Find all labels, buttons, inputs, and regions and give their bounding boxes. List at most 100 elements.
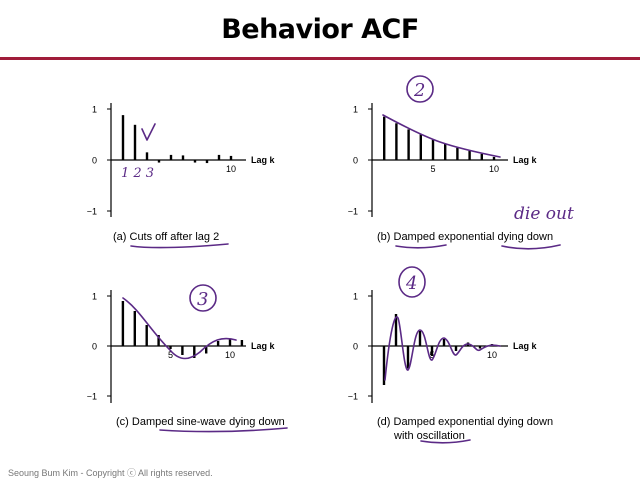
x-axis-label-a: Lag k	[251, 155, 276, 165]
pen-number-3: 3	[197, 289, 208, 310]
acf-bar-d-lag6	[442, 339, 446, 346]
pen-underline-c	[159, 427, 288, 433]
acf-bar-a-lag3	[145, 152, 149, 160]
x-tick-label-a-0: 10	[226, 164, 236, 174]
x-tick-label-b-1: 10	[489, 164, 499, 174]
caption-label-c: (c)	[116, 416, 132, 428]
acf-bar-d-lag5	[430, 346, 434, 356]
x-tick-label-c-0: 5	[168, 350, 173, 360]
x-axis-label-d: Lag k	[513, 341, 538, 351]
chart-caption-c: (c) Damped sine-wave dying down	[116, 416, 285, 428]
pen-underline-b1	[395, 244, 447, 249]
x-tick-label-d-1: 10	[487, 350, 497, 360]
slide-title: Behavior ACF	[221, 14, 419, 45]
pen-circle-3	[189, 284, 217, 312]
caption-text-d: Damped exponential dying down	[394, 416, 554, 428]
y-tick-label-a-0: 1	[92, 105, 97, 115]
x-axis-label-c: Lag k	[251, 341, 276, 351]
pen-circle-2	[406, 75, 434, 103]
pen-die-out: die out	[514, 204, 574, 224]
acf-bar-b-lag10	[492, 156, 496, 160]
acf-bar-d-lag2	[394, 314, 398, 346]
pen-number-2: 2	[413, 80, 425, 101]
caption-label-d: (d)	[377, 416, 394, 428]
chart-caption-b: (b) Damped exponential dying down	[377, 231, 553, 243]
caption-label-a: (a)	[113, 231, 130, 243]
x-tick-label-c-1: 10	[225, 350, 235, 360]
acf-bar-c-lag1	[121, 301, 125, 346]
acf-bar-d-lag1	[382, 346, 386, 385]
acf-bar-c-lag10	[228, 338, 232, 346]
acf-bar-a-lag2	[133, 124, 137, 160]
acf-bar-d-lag3	[406, 346, 410, 369]
acf-bar-c-lag5	[169, 346, 172, 349]
acf-bar-a-lag6	[181, 155, 185, 160]
y-tick-label-c-0: 1	[92, 292, 97, 302]
acf-bar-b-lag1	[383, 116, 386, 160]
pen-lag-numbers: 1 2 3	[121, 166, 154, 181]
acf-bar-c-lag2	[133, 311, 136, 346]
acf-bar-b-lag4	[419, 134, 422, 160]
y-tick-label-c-1: 0	[92, 342, 97, 352]
pen-decay-curve	[382, 114, 501, 158]
acf-bar-a-lag10	[229, 155, 233, 160]
acf-bar-a-lag8	[205, 160, 209, 164]
y-tick-label-c-2: −1	[87, 392, 97, 402]
acf-bar-c-lag7	[193, 346, 196, 358]
y-tick-label-b-1: 0	[353, 156, 358, 166]
acf-bar-c-lag9	[216, 341, 220, 346]
pen-circle-4	[398, 266, 426, 298]
acf-bar-a-lag9	[217, 154, 221, 160]
acf-bar-b-lag7	[456, 147, 459, 160]
caption-text-b: Damped exponential dying down	[394, 231, 554, 243]
y-tick-label-d-2: −1	[348, 392, 358, 402]
acf-bar-a-lag1	[121, 115, 125, 160]
acf-bar-a-lag5	[169, 154, 173, 160]
chart-caption-a: (a) Cuts off after lag 2	[113, 231, 219, 243]
caption-label-b: (b)	[377, 231, 394, 243]
pen-oscillation-curve	[384, 316, 501, 381]
pen-checkmark	[141, 123, 156, 141]
pen-underline-d	[420, 439, 471, 444]
pen-underline-a	[130, 243, 229, 249]
chart-caption-d: (d) Damped exponential dying down	[377, 416, 553, 428]
caption-text-c: Damped sine-wave dying down	[132, 416, 285, 428]
acf-bar-b-lag5	[431, 139, 435, 160]
caption-text-a: Cuts off after lag 2	[130, 231, 220, 243]
acf-bar-a-lag7	[193, 160, 197, 163]
acf-bar-b-lag9	[480, 153, 483, 160]
pen-number-4: 4	[405, 273, 417, 294]
x-tick-label-b-0: 5	[430, 164, 435, 174]
y-tick-label-b-2: −1	[348, 207, 358, 217]
pen-annotations	[122, 75, 561, 444]
pen-sine-curve	[122, 297, 237, 360]
y-tick-label-d-0: 1	[353, 292, 358, 302]
acf-bar-c-lag4	[157, 335, 160, 346]
y-tick-label-a-1: 0	[92, 156, 97, 166]
x-axis-label-b: Lag k	[513, 155, 538, 165]
title-divider	[0, 57, 640, 60]
chart-caption-line2-d: with oscillation	[393, 430, 465, 442]
acf-bar-c-lag6	[181, 346, 184, 355]
acf-bar-a-lag4	[157, 160, 161, 163]
copyright-footer: Seoung Bum Kim - Copyright ⓒ All rights …	[8, 468, 213, 478]
acf-bar-b-lag6	[444, 143, 447, 160]
acf-bar-b-lag8	[468, 150, 471, 160]
acf-bar-c-lag8	[205, 346, 208, 354]
acf-bar-d-lag9	[478, 346, 482, 349]
acf-bar-b-lag2	[395, 123, 398, 160]
acf-bar-b-lag3	[407, 129, 410, 160]
acf-bar-d-lag7	[454, 346, 458, 351]
pen-underline-b2	[501, 244, 561, 250]
y-tick-label-d-1: 0	[353, 342, 358, 352]
y-tick-label-a-2: −1	[87, 207, 97, 217]
y-tick-label-b-0: 1	[353, 105, 358, 115]
acf-bar-c-lag11	[240, 340, 244, 346]
acf-bar-c-lag3	[145, 325, 148, 346]
acf-bar-d-lag4	[418, 331, 422, 346]
